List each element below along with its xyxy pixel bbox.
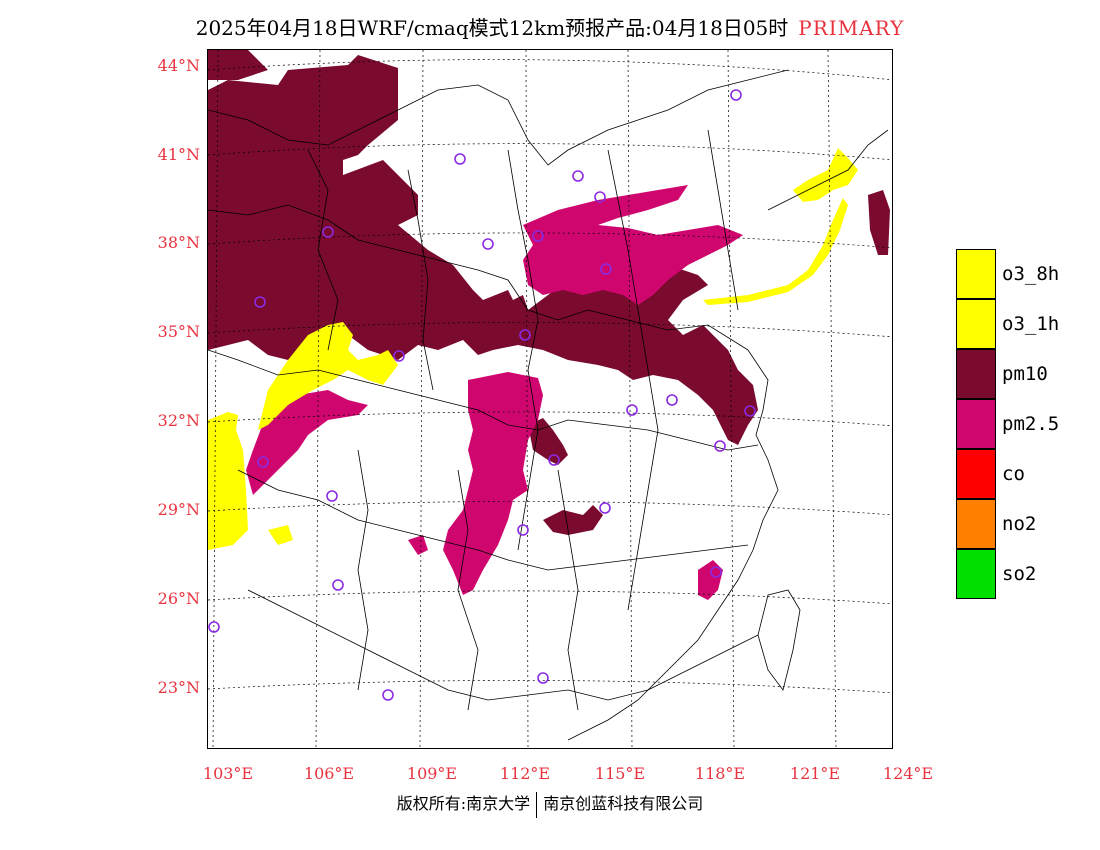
lon-label-103: 103°E [202, 764, 254, 783]
station-marker [714, 440, 726, 452]
lon-label-121: 121°E [789, 764, 841, 783]
pm25-north-china [523, 185, 743, 305]
lon-label-109: 109°E [406, 764, 458, 783]
station-marker [519, 329, 531, 341]
lon-label-115: 115°E [594, 764, 646, 783]
legend: o3_8h o3_1h pm10 pm2.5 co no2 so2 [956, 249, 1096, 599]
legend-label: co [1002, 463, 1025, 485]
lon-label-112: 112°E [499, 764, 551, 783]
legend-label: so2 [1002, 563, 1037, 585]
legend-label: pm2.5 [1002, 413, 1060, 435]
station-marker [326, 490, 338, 502]
monitoring-stations [208, 89, 756, 701]
lat-label-23: 23°N [157, 678, 200, 697]
station-marker [600, 263, 612, 275]
boundaries [208, 69, 889, 741]
legend-swatch [956, 549, 996, 599]
lon-label-118: 118°E [694, 764, 746, 783]
station-marker [332, 579, 344, 591]
o3-small-blob [268, 525, 293, 545]
station-marker [208, 621, 220, 633]
lon-label-124: 124°E [882, 764, 934, 783]
pm25-fujian-patch [698, 560, 723, 600]
station-marker [710, 566, 722, 578]
station-marker [454, 153, 466, 165]
copyright-right: 南京创蓝科技有限公司 [543, 794, 704, 813]
legend-item-o3-8h: o3_8h [956, 249, 1096, 299]
station-marker [599, 502, 611, 514]
copyright-left: 版权所有:南京大学 [396, 794, 531, 813]
footer-separator [536, 791, 538, 818]
legend-item-no2: no2 [956, 499, 1096, 549]
o3-bohai-band [703, 198, 848, 305]
chart-title: 2025年04月18日WRF/cmaq模式12km预报产品:04月18日05时 P… [0, 12, 1100, 41]
legend-label: o3_1h [1002, 313, 1060, 335]
pm10-south-patch [543, 505, 603, 535]
pollution-map [207, 49, 893, 749]
title-main: 2025年04月18日WRF/cmaq模式12km预报产品:04月18日05时 [195, 16, 789, 40]
lat-label-44: 44°N [157, 56, 200, 75]
legend-swatch [956, 349, 996, 399]
o3-area [208, 148, 858, 550]
legend-label: pm10 [1002, 363, 1048, 385]
lat-label-29: 29°N [157, 500, 200, 519]
station-marker [532, 230, 544, 242]
station-marker [257, 456, 269, 468]
o3-sichuan-band [258, 322, 398, 430]
station-marker [482, 238, 494, 250]
legend-swatch [956, 249, 996, 299]
legend-item-pm25: pm2.5 [956, 399, 1096, 449]
station-marker [254, 296, 266, 308]
station-marker [572, 170, 584, 182]
legend-label: no2 [1002, 513, 1037, 535]
pm25-small-patch [408, 535, 428, 555]
station-marker [517, 524, 529, 536]
pm25-central-china [443, 372, 543, 595]
legend-item-so2: so2 [956, 549, 1096, 599]
station-marker [666, 394, 678, 406]
pm10-north-strip [208, 50, 268, 80]
o3-southwest-band [208, 412, 248, 550]
graticule [208, 50, 892, 748]
pm10-east-patch [868, 190, 890, 255]
station-marker [537, 672, 549, 684]
lat-label-26: 26°N [157, 589, 200, 608]
station-marker [393, 350, 405, 362]
station-marker [626, 404, 638, 416]
station-marker [322, 226, 334, 238]
station-marker [730, 89, 742, 101]
o3-liaoning-top [793, 148, 858, 202]
station-marker [594, 191, 606, 203]
legend-item-pm10: pm10 [956, 349, 1096, 399]
station-marker [548, 454, 560, 466]
station-marker [744, 405, 756, 417]
lat-label-41: 41°N [157, 145, 200, 164]
legend-swatch [956, 499, 996, 549]
legend-item-o3-1h: o3_1h [956, 299, 1096, 349]
station-marker [382, 689, 394, 701]
legend-swatch [956, 299, 996, 349]
map-canvas [208, 50, 892, 748]
lon-label-106: 106°E [303, 764, 355, 783]
lat-label-32: 32°N [157, 411, 200, 430]
lat-label-38: 38°N [157, 233, 200, 252]
pm10-north-west-block [208, 55, 758, 445]
copyright-footer: 版权所有:南京大学 南京创蓝科技有限公司 [0, 790, 1100, 818]
legend-swatch [956, 449, 996, 499]
legend-item-co: co [956, 449, 1096, 499]
lat-label-35: 35°N [157, 322, 200, 341]
title-primary-tag: PRIMARY [798, 16, 905, 40]
legend-swatch [956, 399, 996, 449]
legend-label: o3_8h [1002, 263, 1060, 285]
